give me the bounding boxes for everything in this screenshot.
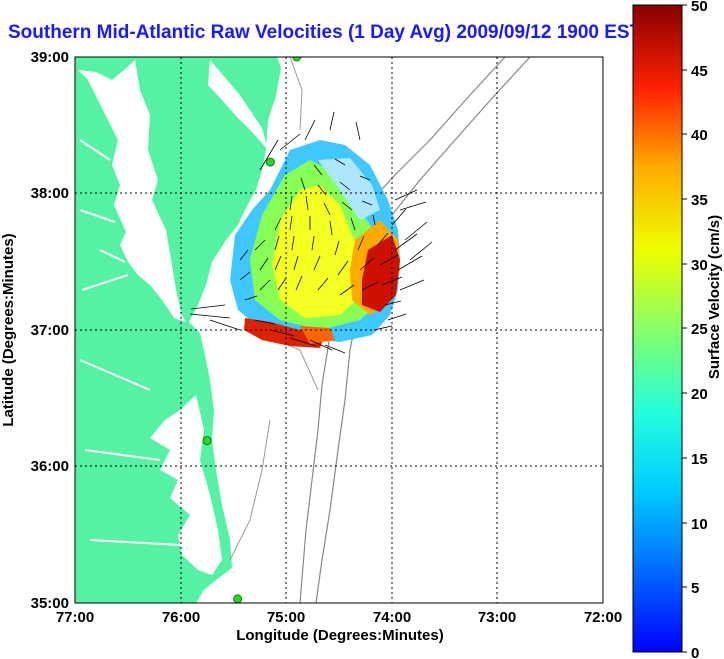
- colorbar-tick-label: 10: [691, 516, 708, 533]
- colorbar-tick-label: 20: [691, 386, 708, 403]
- colorbar-label: Surface Velocity (cm/s): [706, 215, 723, 379]
- velocity-field: [230, 140, 400, 348]
- station-marker: [292, 57, 302, 62]
- x-tick-labels: 77:00 76:00 75:00 74:00 73:00 72:00: [56, 609, 622, 626]
- station-marker: [233, 594, 243, 603]
- river-network: [79, 139, 181, 546]
- y-tick-label: 37:00: [31, 322, 69, 339]
- x-tick-label: 73:00: [478, 609, 516, 626]
- pamlico-sound: [150, 395, 222, 575]
- y-axis-label: Latitude (Degrees:Minutes): [0, 233, 17, 426]
- delaware-bay: [208, 60, 268, 150]
- station-marker: [202, 436, 212, 446]
- x-tick-label: 76:00: [162, 609, 200, 626]
- colorbar-tick-label: 15: [691, 451, 708, 468]
- y-tick-labels: 39:00 38:00 37:00 36:00 35:00: [31, 49, 69, 612]
- velocity-arrows: [189, 111, 433, 354]
- colorbar-tick-label: 30: [691, 257, 708, 274]
- x-tick-label: 77:00: [56, 609, 94, 626]
- colorbar-tick-label: 5: [691, 580, 699, 597]
- y-tick-label: 36:00: [31, 458, 69, 475]
- colorbar-tick-label: 0: [691, 645, 699, 659]
- map-title: Southern Mid-Atlantic Raw Velocities (1 …: [8, 22, 642, 43]
- y-tick-label: 38:00: [31, 185, 69, 202]
- x-tick-label: 75:00: [267, 609, 305, 626]
- x-tick-label: 74:00: [373, 609, 411, 626]
- colorbar: [632, 4, 683, 653]
- colorbar-tick-marks: [682, 4, 687, 653]
- colorbar-tick-label: 25: [691, 321, 708, 338]
- colorbar-tick-label: 40: [691, 127, 708, 144]
- y-tick-label: 39:00: [31, 49, 69, 66]
- station-markers: [202, 57, 302, 603]
- x-tick-label: 72:00: [584, 609, 622, 626]
- plot-frame: [74, 56, 604, 604]
- chesapeake-bay: [78, 60, 186, 322]
- colorbar-tick-label: 35: [691, 192, 708, 209]
- colorbar-tick-labels: 50 45 40 35 30 25 20 15 10 5 0: [691, 0, 708, 659]
- colorbar-tick-label: 45: [691, 63, 708, 80]
- colorbar-tick-label: 50: [691, 0, 708, 15]
- x-axis-label: Longitude (Degrees:Minutes): [236, 627, 444, 644]
- station-marker: [265, 157, 275, 167]
- y-tick-label: 35:00: [31, 595, 69, 612]
- grid-lines: [75, 57, 603, 603]
